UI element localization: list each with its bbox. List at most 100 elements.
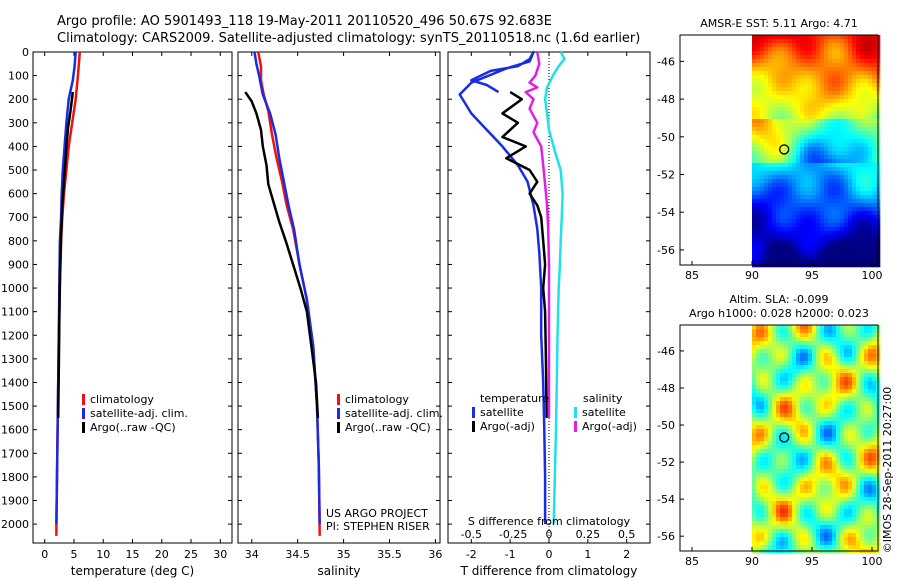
heatmap-cell bbox=[772, 337, 777, 342]
heatmap-cell bbox=[784, 63, 789, 68]
heatmap-cell bbox=[828, 413, 833, 418]
heatmap-cell bbox=[840, 147, 845, 152]
heatmap-cell bbox=[776, 493, 781, 498]
heatmap-cell bbox=[804, 171, 809, 176]
heatmap-cell bbox=[856, 155, 861, 160]
heatmap-cell bbox=[792, 123, 797, 128]
map-x-tick-label: 85 bbox=[685, 555, 699, 568]
heatmap-cell bbox=[864, 365, 869, 370]
heatmap-cell bbox=[816, 353, 821, 358]
heatmap-cell bbox=[776, 99, 781, 104]
heatmap-cell bbox=[860, 187, 865, 192]
legend-swatch bbox=[82, 408, 85, 419]
heatmap-cell bbox=[812, 329, 817, 334]
heatmap-cell bbox=[808, 79, 813, 84]
heatmap-cell bbox=[804, 497, 809, 502]
heatmap-cell bbox=[840, 441, 845, 446]
heatmap-cell bbox=[800, 123, 805, 128]
heatmap-cell bbox=[848, 357, 853, 362]
heatmap-cell bbox=[872, 361, 877, 366]
heatmap-cell bbox=[788, 497, 793, 502]
heatmap-cell bbox=[768, 389, 773, 394]
heatmap-cell bbox=[768, 385, 773, 390]
heatmap-cell bbox=[836, 545, 841, 550]
heatmap-cell bbox=[772, 255, 777, 260]
heatmap-cell bbox=[848, 247, 853, 252]
heatmap-cell bbox=[848, 123, 853, 128]
heatmap-cell bbox=[844, 365, 849, 370]
heatmap-cell bbox=[780, 155, 785, 160]
heatmap-cell bbox=[788, 255, 793, 260]
heatmap-cell bbox=[760, 409, 765, 414]
heatmap-cell bbox=[868, 341, 873, 346]
heatmap-cell bbox=[856, 533, 861, 538]
heatmap-cell bbox=[764, 55, 769, 60]
heatmap-cell bbox=[800, 79, 805, 84]
heatmap-cell bbox=[752, 67, 757, 72]
heatmap-cell bbox=[752, 71, 757, 76]
heatmap-cell bbox=[816, 259, 821, 264]
heatmap-cell bbox=[764, 429, 769, 434]
heatmap-cell bbox=[756, 43, 761, 48]
heatmap-cell bbox=[824, 497, 829, 502]
heatmap-cell bbox=[844, 497, 849, 502]
heatmap-cell bbox=[812, 103, 817, 108]
heatmap-cell bbox=[756, 119, 761, 124]
heatmap-cell bbox=[836, 207, 841, 212]
heatmap-cell bbox=[864, 247, 869, 252]
heatmap-cell bbox=[864, 147, 869, 152]
heatmap-cell bbox=[816, 545, 821, 550]
heatmap-cell bbox=[860, 43, 865, 48]
heatmap-cell bbox=[872, 199, 877, 204]
heatmap-cell bbox=[808, 457, 813, 462]
heatmap-cell bbox=[768, 195, 773, 200]
heatmap-cell bbox=[816, 437, 821, 442]
heatmap-cell bbox=[780, 497, 785, 502]
heatmap-cell bbox=[852, 55, 857, 60]
heatmap-cell bbox=[776, 353, 781, 358]
heatmap-cell bbox=[864, 433, 869, 438]
heatmap-cell bbox=[836, 79, 841, 84]
heatmap-cell bbox=[852, 95, 857, 100]
heatmap-cell bbox=[792, 521, 797, 526]
heatmap-cell bbox=[772, 377, 777, 382]
heatmap-cell bbox=[816, 473, 821, 478]
heatmap-cell bbox=[852, 187, 857, 192]
heatmap-cell bbox=[764, 345, 769, 350]
heatmap-cell bbox=[768, 473, 773, 478]
heatmap-cell bbox=[872, 521, 877, 526]
heatmap-cell bbox=[848, 373, 853, 378]
heatmap-cell bbox=[852, 251, 857, 256]
heatmap-cell bbox=[764, 83, 769, 88]
heatmap-cell bbox=[812, 95, 817, 100]
heatmap-cell bbox=[856, 195, 861, 200]
heatmap-cell bbox=[804, 537, 809, 542]
heatmap-cell bbox=[860, 373, 865, 378]
heatmap-cell bbox=[792, 545, 797, 550]
heatmap-cell bbox=[844, 251, 849, 256]
heatmap-cell bbox=[864, 107, 869, 112]
heatmap-cell bbox=[832, 337, 837, 342]
heatmap-cell bbox=[836, 135, 841, 140]
heatmap-cell bbox=[788, 333, 793, 338]
heatmap-cell bbox=[780, 87, 785, 92]
heatmap-cell bbox=[872, 425, 877, 430]
heatmap-cell bbox=[868, 255, 873, 260]
heatmap-cell bbox=[840, 47, 845, 52]
heatmap-cell bbox=[832, 159, 837, 164]
heatmap-cell bbox=[792, 325, 797, 330]
heatmap-cell bbox=[804, 545, 809, 550]
heatmap-cell bbox=[752, 151, 757, 156]
heatmap-cell bbox=[816, 83, 821, 88]
heatmap-cell bbox=[848, 63, 853, 68]
heatmap-cell bbox=[768, 401, 773, 406]
heatmap-cell bbox=[808, 505, 813, 510]
heatmap-cell bbox=[752, 119, 757, 124]
heatmap-cell bbox=[816, 505, 821, 510]
heatmap-cell bbox=[868, 493, 873, 498]
heatmap-cell bbox=[796, 369, 801, 374]
heatmap-cell bbox=[828, 521, 833, 526]
heatmap-cell bbox=[852, 223, 857, 228]
heatmap-cell bbox=[804, 71, 809, 76]
figure-title-line2: Climatology: CARS2009. Satellite-adjuste… bbox=[57, 31, 640, 46]
